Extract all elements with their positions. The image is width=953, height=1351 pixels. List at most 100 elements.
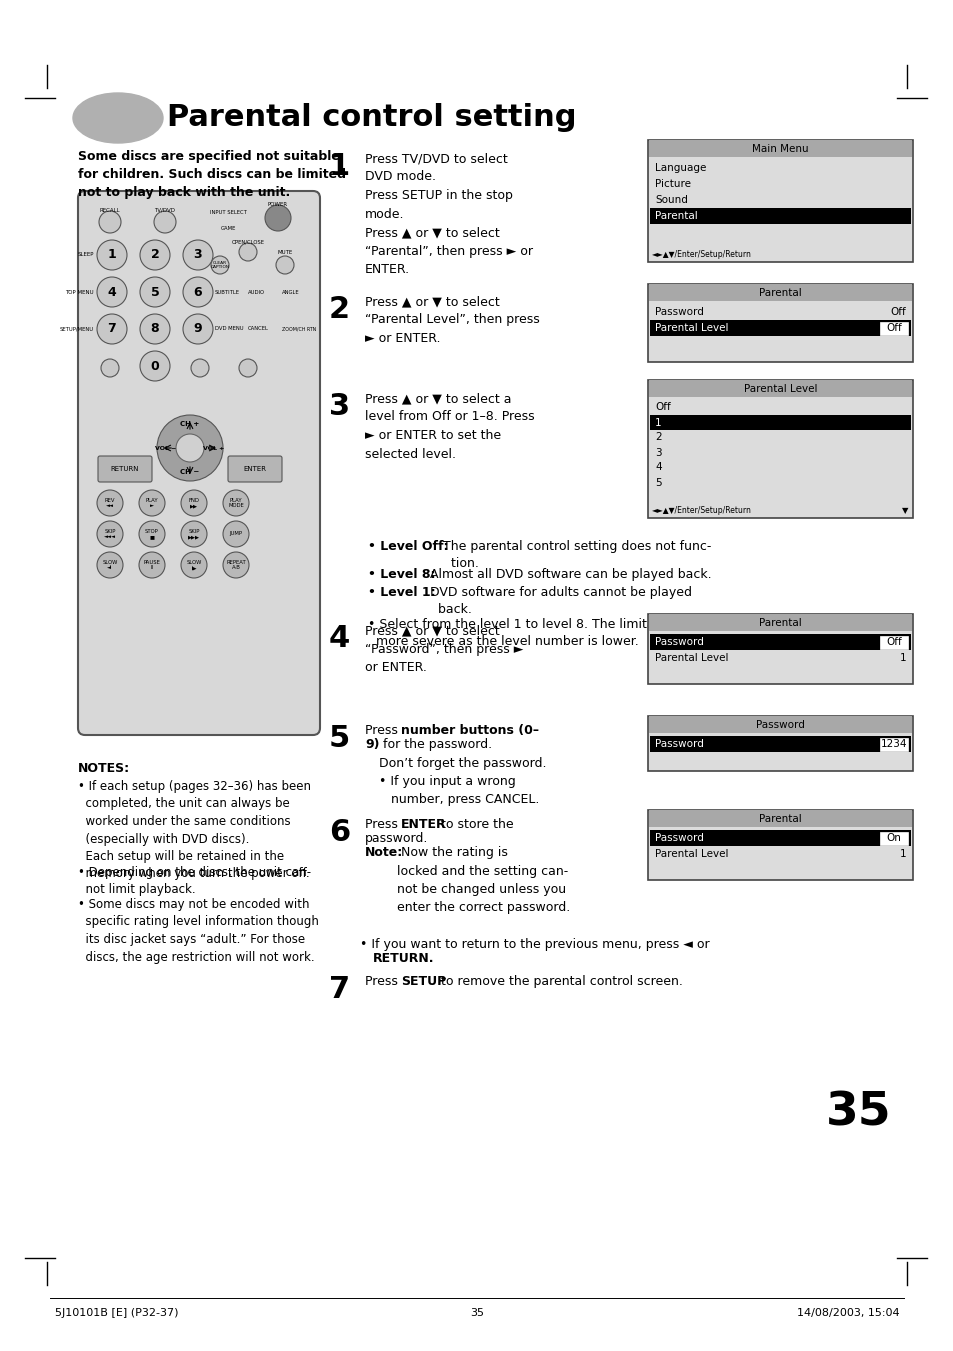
Circle shape	[211, 255, 229, 274]
Bar	[879, 831, 907, 844]
Text: STOP
■: STOP ■	[145, 528, 159, 539]
Text: PLAY
►: PLAY ►	[146, 497, 158, 508]
Circle shape	[139, 521, 165, 547]
FancyBboxPatch shape	[78, 190, 319, 735]
Text: • If each setup (pages 32–36) has been
  completed, the unit can always be
  wor: • If each setup (pages 32–36) has been c…	[78, 780, 311, 881]
Text: SETUP/MENU: SETUP/MENU	[60, 327, 94, 331]
Text: TV/DVD: TV/DVD	[154, 208, 175, 212]
Text: ◄►▲▼/Enter/Setup/Return: ◄►▲▼/Enter/Setup/Return	[651, 507, 751, 515]
Circle shape	[97, 313, 127, 345]
Text: 9): 9)	[365, 738, 379, 751]
Text: Press: Press	[365, 975, 401, 988]
Text: CANCEL: CANCEL	[248, 327, 269, 331]
Circle shape	[139, 490, 165, 516]
Text: 9: 9	[193, 323, 202, 335]
Text: 3: 3	[655, 447, 661, 458]
Text: 8: 8	[151, 323, 159, 335]
Text: SKIP
▶▶▶: SKIP ▶▶▶	[188, 528, 200, 539]
Text: Parental: Parental	[759, 288, 801, 297]
Bar	[879, 322, 907, 335]
Bar	[649, 415, 910, 430]
FancyBboxPatch shape	[228, 457, 282, 482]
Text: SUBTITLE: SUBTITLE	[214, 289, 240, 295]
Text: On: On	[885, 834, 901, 843]
Text: MUTE: MUTE	[277, 250, 293, 255]
Text: 1: 1	[899, 653, 905, 663]
Circle shape	[97, 553, 123, 578]
Text: • Select from the level 1 to level 8. The limitation will be
  more severe as th: • Select from the level 1 to level 8. Th…	[368, 617, 722, 648]
Text: 2: 2	[655, 432, 661, 443]
Circle shape	[181, 521, 207, 547]
Text: 1: 1	[655, 417, 661, 427]
Text: Some discs are specified not suitable
for children. Such discs can be limited
no: Some discs are specified not suitable fo…	[78, 150, 346, 199]
Circle shape	[181, 490, 207, 516]
Bar	[647, 716, 912, 771]
Bar	[649, 320, 910, 336]
Text: to remove the parental control screen.: to remove the parental control screen.	[436, 975, 682, 988]
Circle shape	[97, 240, 127, 270]
Text: 1: 1	[899, 848, 905, 859]
Circle shape	[175, 434, 204, 462]
Text: • Level 8:: • Level 8:	[368, 567, 435, 581]
Text: 7: 7	[329, 975, 350, 1004]
Bar	[648, 716, 911, 734]
Text: number buttons (0–: number buttons (0–	[400, 724, 538, 738]
Text: 6: 6	[329, 817, 350, 847]
Text: 5: 5	[329, 724, 350, 753]
Text: 4: 4	[655, 462, 661, 473]
Text: SLOW
I▶: SLOW I▶	[186, 559, 201, 570]
Text: Parental Level: Parental Level	[655, 323, 728, 332]
Text: Sound: Sound	[655, 195, 687, 205]
Circle shape	[183, 277, 213, 307]
Text: Now the rating is
locked and the setting can-
not be changed unless you
enter th: Now the rating is locked and the setting…	[396, 846, 570, 915]
Text: Parental Level: Parental Level	[655, 848, 728, 859]
Text: RETURN.: RETURN.	[373, 952, 434, 965]
Circle shape	[181, 553, 207, 578]
Text: • Level 1:: • Level 1:	[368, 586, 436, 598]
Text: • Level Off:: • Level Off:	[368, 540, 448, 553]
Circle shape	[239, 359, 256, 377]
Text: Parental: Parental	[759, 813, 801, 824]
Text: Press TV/DVD to select
DVD mode.
Press SETUP in the stop
mode.
Press ▲ or ▼ to s: Press TV/DVD to select DVD mode. Press S…	[365, 153, 533, 276]
Text: REV
◄◄: REV ◄◄	[105, 497, 115, 508]
Text: Parental: Parental	[759, 617, 801, 627]
Text: GAME: GAME	[220, 226, 235, 231]
Text: NOTES:: NOTES:	[78, 762, 130, 775]
Bar	[647, 613, 912, 684]
Text: 4: 4	[108, 285, 116, 299]
Text: 0: 0	[151, 359, 159, 373]
Bar	[648, 284, 911, 301]
Circle shape	[101, 359, 119, 377]
FancyBboxPatch shape	[98, 457, 152, 482]
Text: ◄►▲▼/Enter/Setup/Return: ◄►▲▼/Enter/Setup/Return	[651, 250, 751, 259]
Text: VOL +: VOL +	[203, 446, 225, 450]
Circle shape	[183, 240, 213, 270]
Text: OPEN/CLOSE: OPEN/CLOSE	[232, 239, 264, 245]
Bar	[649, 736, 910, 753]
Circle shape	[140, 277, 170, 307]
Text: SKIP
◄◄◄: SKIP ◄◄◄	[104, 528, 116, 539]
Text: 3: 3	[193, 249, 202, 262]
Text: Press ▲ or ▼ to select
“Password”, then press ►
or ENTER.: Press ▲ or ▼ to select “Password”, then …	[365, 624, 523, 674]
Text: • Depending on the discs, the unit can-
  not limit playback.: • Depending on the discs, the unit can- …	[78, 866, 311, 897]
Text: SLOW
◄I: SLOW ◄I	[102, 559, 117, 570]
Text: ANGLE: ANGLE	[282, 289, 299, 295]
Text: Picture: Picture	[655, 178, 690, 189]
Text: 3: 3	[329, 392, 350, 422]
Text: POWER: POWER	[268, 203, 288, 208]
Text: Password: Password	[756, 720, 804, 730]
Circle shape	[239, 243, 256, 261]
Circle shape	[223, 553, 249, 578]
Text: ENTER: ENTER	[243, 466, 266, 471]
Text: 6: 6	[193, 285, 202, 299]
Text: 7: 7	[108, 323, 116, 335]
Text: 5J10101B [E] (P32-37): 5J10101B [E] (P32-37)	[55, 1308, 178, 1319]
Circle shape	[140, 313, 170, 345]
Bar	[648, 613, 911, 631]
Text: for the password.
Don’t forget the password.
• If you input a wrong
   number, p: for the password. Don’t forget the passw…	[378, 738, 546, 807]
Text: Off: Off	[655, 403, 670, 412]
Text: Press: Press	[365, 724, 401, 738]
Text: DVD software for adults cannot be played
  back.: DVD software for adults cannot be played…	[430, 586, 691, 616]
Text: 4: 4	[329, 624, 350, 653]
Text: Language: Language	[655, 163, 705, 173]
